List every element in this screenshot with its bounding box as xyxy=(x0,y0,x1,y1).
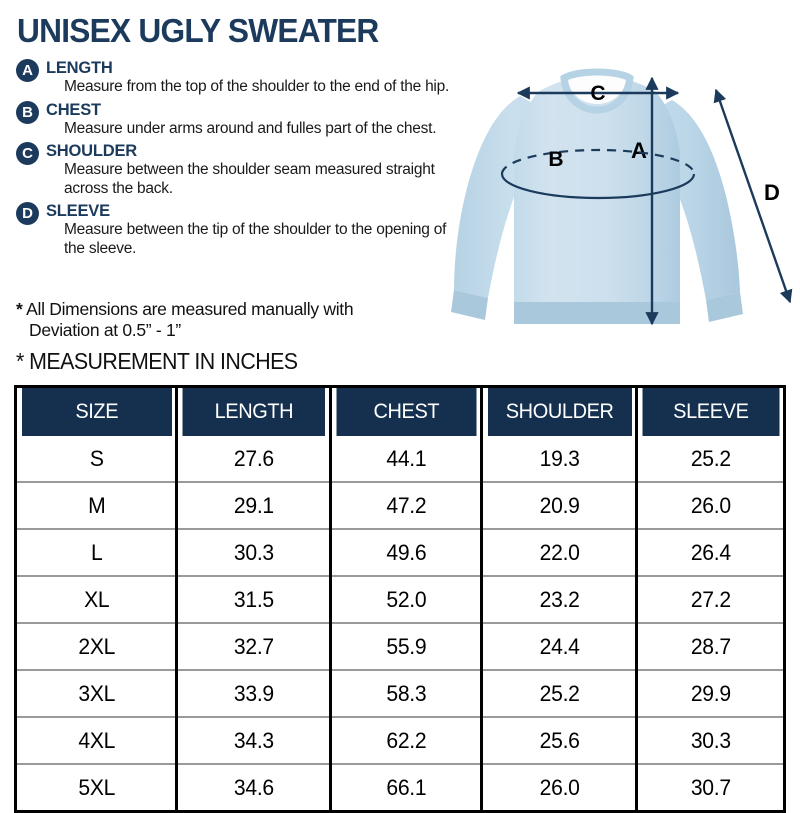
badge-b-icon: B xyxy=(16,100,39,124)
table-header-row: SIZE LENGTH CHEST SHOULDER SLEEVE xyxy=(16,386,785,436)
cell-shoulder: 26.0 xyxy=(484,763,636,812)
note-deviation: * All Dimensions are measured manually w… xyxy=(16,299,436,341)
legend-item-shoulder: C SHOULDER Measure between the shoulder … xyxy=(16,141,466,198)
chest-ellipse-solid-b xyxy=(500,173,696,200)
size-chart-body: S 27.6 44.1 19.3 25.2 M 29.1 47.2 20.9 2… xyxy=(16,436,785,812)
cell-chest: 62.2 xyxy=(333,716,480,764)
table-row: XL 31.5 52.0 23.2 27.2 xyxy=(16,575,785,623)
cell-sleeve: 30.7 xyxy=(639,763,782,812)
badge-c-icon: C xyxy=(16,142,39,165)
table-row: 2XL 32.7 55.9 24.4 28.7 xyxy=(16,622,785,670)
cell-length: 31.5 xyxy=(180,575,330,623)
hem-rib-shape xyxy=(514,302,680,324)
cell-size: M xyxy=(18,481,176,529)
sweater-body-shape xyxy=(514,76,680,302)
column-header-length: LENGTH xyxy=(180,386,329,436)
cell-shoulder: 22.0 xyxy=(484,528,636,576)
cell-chest: 66.1 xyxy=(333,763,480,812)
cell-chest: 55.9 xyxy=(333,622,480,670)
legend-title-chest: CHEST xyxy=(46,100,101,119)
cell-shoulder: 25.6 xyxy=(484,716,636,764)
cell-size: L xyxy=(18,528,176,576)
legend-desc-shoulder: Measure between the shoulder seam measur… xyxy=(64,161,435,197)
cell-size: 3XL xyxy=(18,669,176,717)
cell-chest: 52.0 xyxy=(333,575,480,623)
cell-length: 30.3 xyxy=(180,528,330,576)
cell-sleeve: 26.0 xyxy=(639,481,782,529)
marker-label-b: B xyxy=(548,148,563,171)
cell-length: 33.9 xyxy=(180,669,330,717)
marker-label-d: D xyxy=(764,180,780,205)
note-deviation-line2: Deviation at 0.5” - 1” xyxy=(29,320,181,340)
marker-label-a: A xyxy=(631,138,647,163)
badge-d-icon: D xyxy=(16,202,39,225)
cell-sleeve: 26.4 xyxy=(639,528,782,576)
legend-item-sleeve: D SLEEVE Measure between the tip of the … xyxy=(16,201,466,258)
sweater-diagram-svg: C A B D xyxy=(451,68,793,326)
sweater-illustration: C A B D xyxy=(428,52,800,352)
cell-shoulder: 20.9 xyxy=(484,481,636,529)
table-row: 4XL 34.3 62.2 25.6 30.3 xyxy=(16,716,785,764)
badge-a-icon: A xyxy=(16,59,39,82)
note-asterisk: * xyxy=(16,299,23,319)
legend-title-shoulder: SHOULDER xyxy=(46,142,137,160)
size-chart-table: SIZE LENGTH CHEST SHOULDER SLEEVE S 27.6… xyxy=(14,385,786,813)
table-row: S 27.6 44.1 19.3 25.2 xyxy=(16,436,785,482)
legend-title-sleeve: SLEEVE xyxy=(46,202,110,220)
legend-desc-length: Measure from the top of the shoulder to … xyxy=(64,78,450,95)
neck-rib-shape xyxy=(560,68,634,114)
legend-title-length: LENGTH xyxy=(46,59,113,77)
cell-sleeve: 30.3 xyxy=(639,716,782,764)
page-title: UNISEX UGLY SWEATER xyxy=(17,12,379,49)
cell-size: 2XL xyxy=(18,622,176,670)
table-row: M 29.1 47.2 20.9 26.0 xyxy=(16,481,785,529)
cell-length: 32.7 xyxy=(180,622,330,670)
note-measurement-unit: * MEASUREMENT IN INCHES xyxy=(16,348,298,374)
cell-chest: 49.6 xyxy=(333,528,480,576)
measurement-legend: A LENGTH Measure from the top of the sho… xyxy=(16,58,466,261)
sleeve-arrow-d xyxy=(713,88,793,304)
cell-shoulder: 23.2 xyxy=(484,575,636,623)
legend-item-chest: B CHEST Measure under arms around and fu… xyxy=(16,100,466,139)
column-header-shoulder: SHOULDER xyxy=(485,386,635,436)
table-row: L 30.3 49.6 22.0 26.4 xyxy=(16,528,785,576)
cell-sleeve: 25.2 xyxy=(639,436,782,482)
cell-shoulder: 19.3 xyxy=(484,436,636,482)
cell-sleeve: 29.9 xyxy=(639,669,782,717)
cell-shoulder: 24.4 xyxy=(484,622,636,670)
column-header-chest: CHEST xyxy=(334,386,480,436)
column-header-sleeve: SLEEVE xyxy=(640,386,781,436)
cell-chest: 58.3 xyxy=(333,669,480,717)
note-deviation-line1: All Dimensions are measured manually wit… xyxy=(26,299,354,319)
cell-length: 34.6 xyxy=(180,763,330,812)
legend-desc-sleeve: Measure between the tip of the shoulder … xyxy=(64,221,447,257)
legend-item-length: A LENGTH Measure from the top of the sho… xyxy=(16,58,466,97)
chest-ellipse-dashed-b xyxy=(500,148,696,175)
cell-length: 27.6 xyxy=(180,436,330,482)
cell-length: 34.3 xyxy=(180,716,330,764)
table-row: 5XL 34.6 66.1 26.0 30.7 xyxy=(16,763,785,812)
cell-sleeve: 28.7 xyxy=(639,622,782,670)
cell-chest: 44.1 xyxy=(333,436,480,482)
cell-size: 4XL xyxy=(18,716,176,764)
cell-size: XL xyxy=(18,575,176,623)
marker-label-c: C xyxy=(590,82,605,105)
cell-length: 29.1 xyxy=(180,481,330,529)
cuff-left-shape xyxy=(451,290,488,320)
table-row: 3XL 33.9 58.3 25.2 29.9 xyxy=(16,669,785,717)
legend-desc-chest: Measure under arms around and fulles par… xyxy=(64,119,437,137)
cell-size: 5XL xyxy=(18,763,176,812)
cell-size: S xyxy=(18,436,176,482)
column-header-size: SIZE xyxy=(19,386,175,436)
cell-sleeve: 27.2 xyxy=(639,575,782,623)
cell-shoulder: 25.2 xyxy=(484,669,636,717)
cell-chest: 47.2 xyxy=(333,481,480,529)
